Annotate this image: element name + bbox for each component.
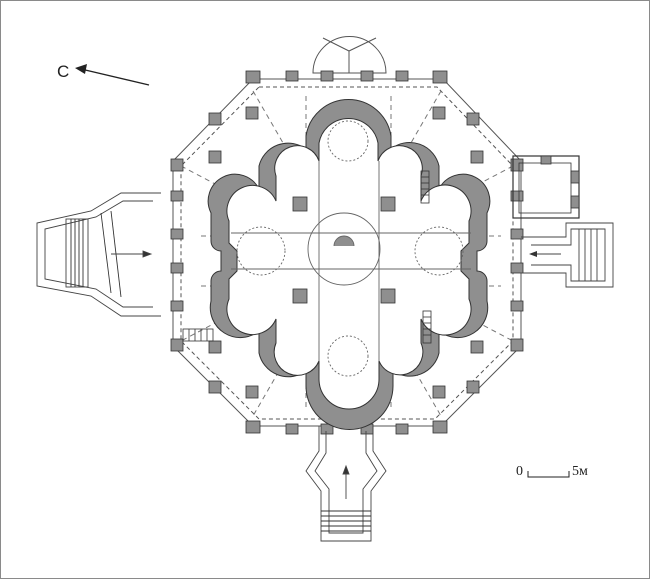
gallery-piers: [170, 70, 524, 435]
core-walls: [207, 99, 491, 430]
scale-start-label: 0: [516, 464, 523, 479]
interior-stairs: [420, 170, 432, 344]
west-side-stair: [182, 328, 214, 342]
east-annex: [512, 155, 614, 288]
south-porch: [305, 426, 387, 542]
interior-columns: [292, 196, 396, 304]
interior-domes: [231, 120, 471, 377]
north-arrow-icon: [75, 64, 150, 86]
top-apse: [312, 36, 387, 74]
west-porch: [36, 192, 161, 317]
north-label: С: [57, 62, 70, 81]
scale-end-label: 5м: [572, 464, 588, 479]
scale-bar: [527, 471, 570, 478]
